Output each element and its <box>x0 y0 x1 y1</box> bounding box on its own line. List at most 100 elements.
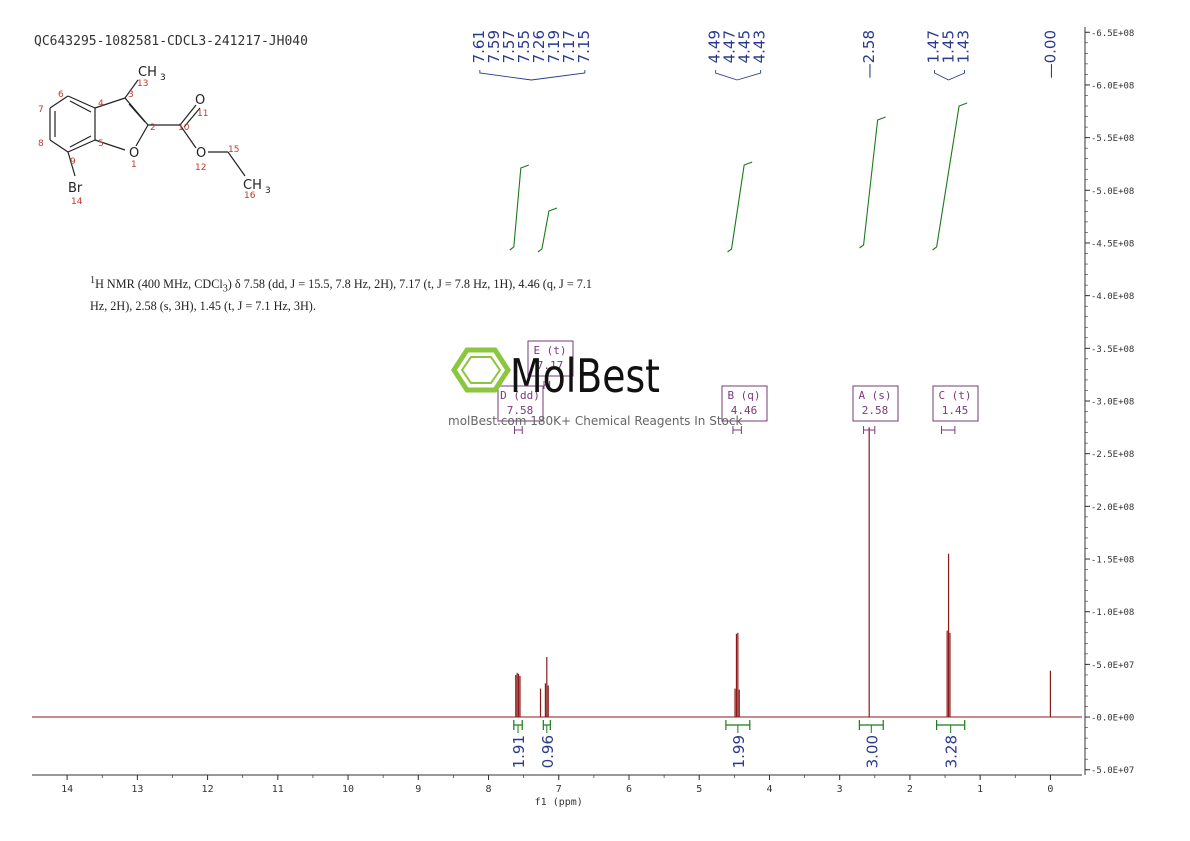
integral-curves-layer <box>509 102 968 253</box>
integral-value-label: 0.96 <box>539 735 557 768</box>
x-tick-label: 11 <box>272 784 284 795</box>
nmr-line1: H NMR (400 MHz, CDCl <box>95 277 223 292</box>
peak-shift-label: 1.45 <box>940 30 958 63</box>
watermark-tagline: molBest.com 180K+ Chemical Reagents In S… <box>448 414 743 428</box>
peak-shift-label: 7.55 <box>515 30 533 63</box>
nmr-line2: Hz, 2H), 2.58 (s, 3H), 1.45 (t, J = 7.1 … <box>90 298 316 313</box>
atom-number-label: 3 <box>128 90 134 100</box>
sample-id: QC643295-1082581-CDCL3-241217-JH040 <box>34 34 308 49</box>
integral-value-label: 3.28 <box>943 735 961 768</box>
x-tick-label: 10 <box>342 784 354 795</box>
x-tick-label: 9 <box>415 784 421 795</box>
atom-ch3-ethyl: CH <box>243 178 262 193</box>
integrals-layer: 1.91 0.96 1.99 3.00 3.28 <box>510 720 966 768</box>
x-tick-label: 4 <box>766 784 772 795</box>
integral-curve <box>727 161 753 253</box>
y-tick-label: -3.0E+08 <box>1091 398 1134 408</box>
atom-ester-o: O <box>196 146 206 161</box>
y-tick-label: -5.0E+07 <box>1091 661 1134 671</box>
molecule-structure <box>49 79 246 177</box>
y-tick-label: -2.5E+08 <box>1091 450 1134 460</box>
atom-number-label: 6 <box>58 90 64 100</box>
peak-shift-label: —0.00 <box>1041 30 1059 78</box>
atom-number-label: 12 <box>195 163 206 173</box>
y-tick-label: -5.5E+08 <box>1091 134 1134 144</box>
multiplet-box <box>932 385 979 422</box>
atom-number-label: 7 <box>38 105 44 115</box>
y-tick-label: -1.5E+08 <box>1091 556 1134 566</box>
x-tick-label: 13 <box>131 784 143 795</box>
peak-shift-label: 4.45 <box>736 30 754 63</box>
nmr-cdcl3-subscript: 3 <box>222 283 228 295</box>
multiplet-box <box>852 385 899 422</box>
hexagon-logo-inner <box>460 356 502 384</box>
atom-number-label: 15 <box>228 145 239 155</box>
multiplet-shift-label: 1.45 <box>942 404 969 417</box>
x-tick-label: 0 <box>1047 784 1053 795</box>
atom-carbonyl-o: O <box>195 93 205 108</box>
y-tick-label: -4.0E+08 <box>1091 292 1134 302</box>
integral-curve <box>932 102 968 251</box>
hexagon-logo-icon <box>451 347 511 393</box>
peak-shift-label: —2.58 <box>860 30 878 78</box>
watermark-logo: MolBest <box>451 347 660 403</box>
y-tick-label: -3.5E+08 <box>1091 345 1134 355</box>
integral-curve <box>509 164 530 251</box>
integral-curve <box>859 116 886 249</box>
multiplet-type-label: C (t) <box>938 389 971 402</box>
peak-shift-label: 7.15 <box>575 30 593 63</box>
integral-value-label: 1.91 <box>510 735 528 768</box>
multiplet-box <box>497 385 544 422</box>
atom-number-label: 8 <box>38 139 44 149</box>
x-tick-label: 7 <box>556 784 562 795</box>
atom-bromine: Br <box>68 181 83 196</box>
peak-label-bracket <box>715 70 762 81</box>
atom-number-label: 14 <box>71 197 83 207</box>
multiplet-type-label: B (q) <box>727 389 760 402</box>
atom-number-label: 5 <box>98 139 104 149</box>
integral-curve <box>537 207 558 253</box>
multiplet-box <box>721 385 768 422</box>
multiplet-shift-label: 7.58 <box>507 404 534 417</box>
peak-shift-label: 7.17 <box>560 30 578 63</box>
atom-number-label: 16 <box>244 191 256 201</box>
atom-number-label: 11 <box>197 109 208 119</box>
peak-shift-label: 1.47 <box>925 30 943 63</box>
peak-shift-label: 1.43 <box>955 30 973 63</box>
atom-number-label: 13 <box>137 79 148 89</box>
peak-shift-label: 7.57 <box>500 30 518 63</box>
peak-shift-label: 7.61 <box>470 30 488 63</box>
y-tick-label: -5.0E+08 <box>1091 187 1134 197</box>
axes-layer: 14 13 12 11 10 9 8 7 6 5 4 3 2 1 0f1 (ppm)-6.5E+08-6.0… <box>32 27 1134 808</box>
multiplet-type-label: A (s) <box>858 389 891 402</box>
x-tick-label: 2 <box>907 784 913 795</box>
x-tick-label: 3 <box>837 784 843 795</box>
spectrum-layer <box>32 427 1082 718</box>
y-tick-label: -4.5E+08 <box>1091 239 1134 249</box>
atom-ch3-top: CH <box>138 65 157 80</box>
multiplet-shift-label: 4.46 <box>731 404 758 417</box>
atom-number-label: 9 <box>70 157 76 167</box>
peak-labels-layer: 7.617.597.577.557.267.197.177.15 4.494.47… <box>470 30 1059 81</box>
atom-number-label: 10 <box>178 123 190 133</box>
atom-number-label: 2 <box>150 123 156 133</box>
y-tick-label: -5.0E+07 <box>1091 766 1134 776</box>
watermark-brand: MolBest <box>510 349 660 403</box>
y-tick-label: -6.5E+08 <box>1091 29 1134 39</box>
multiplet-boxes-layer: D (dd) 7.58 E (t) 7.17 B (q) 4.46 A (s) 2.58 C (… <box>497 340 979 434</box>
nmr-summary: 1H NMR (400 MHz, CDCl3) δ 7.58 (dd, J = … <box>90 272 650 315</box>
nmr-nucleus: 1 <box>90 275 96 286</box>
multiplet-shift-label: 7.17 <box>537 359 564 372</box>
integral-value-label: 3.00 <box>863 735 881 768</box>
x-tick-label: 5 <box>696 784 702 795</box>
y-tick-label: -6.0E+08 <box>1091 81 1134 91</box>
x-axis-label: f1 (ppm) <box>535 797 583 808</box>
atom-ch3-top-subscript: 3 <box>160 73 166 83</box>
multiplet-shift-label: 2.58 <box>862 404 889 417</box>
peak-shift-label: 7.59 <box>485 30 503 63</box>
peak-shift-label: 4.43 <box>751 30 769 63</box>
x-tick-label: 8 <box>486 784 492 795</box>
peak-label-bracket <box>934 70 966 81</box>
peak-shift-label: 7.26 <box>530 30 548 63</box>
